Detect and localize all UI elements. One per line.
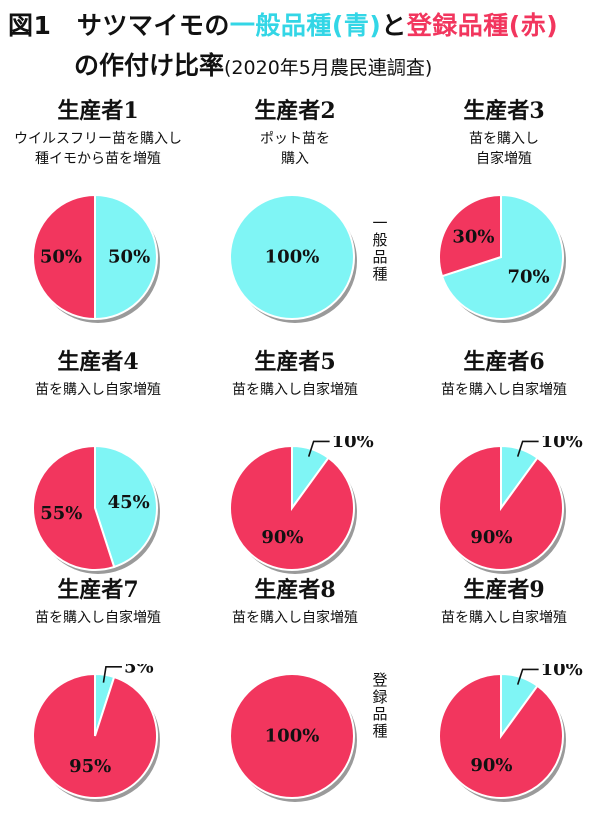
producer-description: ウイルスフリー苗を購入し 種イモから苗を増殖 — [0, 129, 196, 169]
label-general: 50% — [108, 247, 150, 268]
producer-panel-2: 生産者2 ポット苗を購入 100% — [197, 93, 393, 339]
producer-description: 苗を購入し自家増殖 — [0, 608, 196, 628]
description-line: ポット苗を — [260, 131, 330, 147]
slice-general — [94, 444, 158, 569]
description-line: 種イモから苗を増殖 — [35, 151, 161, 167]
label-general: 5% — [124, 664, 154, 677]
producer-name: 生産者6 — [463, 349, 545, 375]
label-general: 100% — [265, 247, 320, 268]
side-label-char: 品 — [372, 248, 388, 266]
pie-chart: 5% 95% — [32, 664, 160, 802]
producer-description: 苗を購入し自家増殖 — [0, 380, 196, 400]
title-note: (2020年5月農民連調査) — [224, 57, 433, 79]
pie-chart: 10% 90% — [438, 664, 583, 802]
producer-name: 生産者2 — [254, 98, 336, 124]
label-registered: 100% — [265, 726, 320, 747]
description-line: 苗を購入し自家増殖 — [441, 610, 567, 626]
side-label-char: 一 — [372, 214, 388, 232]
chart-subtitle: の作付け比率(2020年5月農民連調査) — [74, 46, 432, 82]
producer-panel-6: 生産者6 苗を購入し自家増殖 10% 90% — [406, 344, 590, 590]
producer-panel-1: 生産者1 ウイルスフリー苗を購入し 種イモから苗を増殖 50% 50% — [0, 93, 196, 339]
description-line: 苗を購入し自家増殖 — [35, 610, 161, 626]
producer-description: 苗を購入し自家増殖 — [406, 608, 590, 628]
producer-panel-7: 生産者7 苗を購入し自家増殖 5% 95% — [0, 572, 196, 818]
label-general: 70% — [508, 267, 550, 288]
side-label-registered: 登録品種 — [372, 672, 388, 740]
pie-chart: 100% — [229, 194, 357, 323]
producer-name: 生産者4 — [57, 349, 139, 375]
producer-name: 生産者1 — [57, 98, 139, 124]
slice-registered — [438, 444, 564, 571]
slice-general — [440, 193, 564, 320]
pie-chart: 100% — [229, 673, 357, 802]
leader-line — [307, 440, 330, 457]
side-label-char: 種 — [372, 265, 388, 283]
producer-panel-8: 生産者8 苗を購入し自家増殖 100% — [197, 572, 393, 818]
producer-panel-3: 生産者3 苗を購入し自家増殖 70% 30% — [406, 93, 590, 339]
producer-description: 苗を購入し自家増殖 — [406, 380, 590, 400]
title-registered: 登録品種(赤) — [406, 11, 559, 40]
producer-panel-5: 生産者5 苗を購入し自家増殖 10% 90% — [197, 344, 393, 590]
description-line: 購入 — [281, 151, 309, 167]
producer-panel-9: 生産者9 苗を購入し自家増殖 10% 90% — [406, 572, 590, 818]
description-line: 苗を購入し自家増殖 — [232, 382, 358, 398]
pie-chart: 10% 90% — [438, 436, 583, 574]
slice-registered — [32, 193, 96, 321]
slice-registered — [229, 444, 355, 571]
label-registered: 90% — [261, 527, 303, 548]
pie-chart: 10% 90% — [229, 436, 374, 574]
side-label-char: 般 — [372, 231, 388, 249]
slice-registered — [438, 672, 564, 799]
description-line: 自家増殖 — [476, 151, 532, 167]
slice-general — [229, 194, 355, 320]
slice-registered — [31, 444, 116, 571]
title-prefix: 図1 サツマイモの — [8, 11, 230, 40]
description-line: 苗を購入し — [469, 131, 539, 147]
producer-name: 生産者7 — [57, 577, 139, 603]
title-line2: の作付け比率 — [74, 51, 225, 80]
producer-description: 苗を購入し自家増殖 — [197, 608, 393, 628]
label-registered: 50% — [40, 247, 82, 268]
leader-line — [516, 668, 539, 685]
pie-chart: 50% 50% — [32, 193, 160, 323]
chart-title: 図1 サツマイモの一般品種(青)と登録品種(赤) — [8, 6, 558, 42]
producer-panel-4: 生産者4 苗を購入し自家増殖 45% 55% — [0, 344, 196, 590]
producer-description: 苗を購入し自家増殖 — [406, 129, 590, 169]
leader-line — [516, 440, 539, 457]
slice-registered — [438, 193, 502, 278]
side-label-char: 品 — [372, 705, 388, 723]
side-label-char: 録 — [372, 688, 388, 706]
slice-registered — [32, 672, 158, 799]
side-label-char: 種 — [372, 722, 388, 740]
producer-name: 生産者5 — [254, 349, 336, 375]
description-line: ウイルスフリー苗を購入し — [14, 131, 182, 147]
producer-name: 生産者8 — [254, 577, 336, 603]
label-registered: 55% — [40, 503, 82, 524]
description-line: 苗を購入し自家増殖 — [35, 382, 161, 398]
label-registered: 90% — [470, 755, 512, 776]
slice-registered — [229, 673, 355, 799]
label-general: 10% — [332, 436, 374, 452]
title-joiner: と — [381, 11, 407, 40]
label-general: 10% — [541, 664, 583, 680]
title-general: 一般品種(青) — [229, 11, 382, 40]
producer-description: ポット苗を 購入 — [197, 129, 393, 169]
description-line: 苗を購入し自家増殖 — [232, 610, 358, 626]
side-label-char: 登 — [372, 671, 388, 689]
label-general: 10% — [541, 436, 583, 452]
side-label-general: 一般品種 — [372, 215, 388, 283]
slice-general — [94, 193, 158, 321]
label-general: 45% — [108, 492, 150, 513]
label-registered: 30% — [452, 226, 494, 247]
producer-name: 生産者3 — [463, 98, 545, 124]
label-registered: 95% — [69, 756, 111, 777]
label-registered: 90% — [470, 527, 512, 548]
pie-chart: 70% 30% — [438, 193, 566, 323]
leader-line — [102, 666, 122, 683]
pie-chart: 45% 55% — [31, 444, 160, 574]
producer-description: 苗を購入し自家増殖 — [197, 380, 393, 400]
producer-name: 生産者9 — [463, 577, 545, 603]
description-line: 苗を購入し自家増殖 — [441, 382, 567, 398]
